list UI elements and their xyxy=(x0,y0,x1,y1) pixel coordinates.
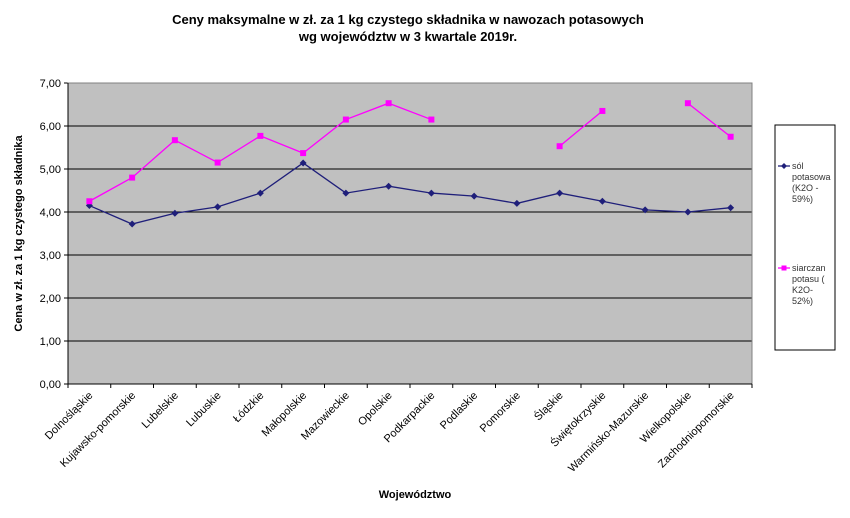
y-tick-label: 5,00 xyxy=(40,164,61,176)
x-tick-label: Łódzkie xyxy=(231,390,266,425)
y-tick-label: 1,00 xyxy=(40,336,61,348)
data-point xyxy=(427,189,435,197)
data-point xyxy=(256,189,264,197)
series-line xyxy=(89,162,731,225)
data-point xyxy=(556,189,564,197)
data-point xyxy=(727,133,734,140)
x-tick-label: Kujawsko-pomorskie xyxy=(58,390,138,470)
legend-label-line: K2O- xyxy=(792,285,813,295)
data-point xyxy=(129,174,136,181)
legend-box xyxy=(774,124,836,351)
legend-label-line: potasu ( xyxy=(792,274,825,284)
data-point xyxy=(299,159,307,167)
legend-label-line: potasowa xyxy=(792,172,831,182)
data-point xyxy=(470,192,478,200)
chart-title: Ceny maksymalne w zł. za 1 kg czystego s… xyxy=(172,12,644,44)
data-point xyxy=(214,203,222,211)
legend-label-line: 59%) xyxy=(792,194,813,204)
series xyxy=(85,100,735,228)
series-line xyxy=(559,110,603,147)
data-point xyxy=(342,189,350,197)
data-point xyxy=(598,197,606,205)
data-point xyxy=(641,206,649,214)
series-0 xyxy=(85,159,735,228)
plot-area xyxy=(68,83,752,384)
x-tick-label: Warmińsko-Mazurskie xyxy=(566,390,651,475)
data-point xyxy=(171,209,179,217)
y-tick-label: 4,00 xyxy=(40,207,61,219)
data-point xyxy=(684,100,691,107)
chart-title-line: Ceny maksymalne w zł. za 1 kg czystego s… xyxy=(172,12,644,27)
legend-label-line: 52%) xyxy=(792,296,813,306)
data-point xyxy=(599,107,606,114)
y-tick-labels: 0,00 1,00 2,00 3,00 4,00 5,00 6,00 7,00 xyxy=(40,78,61,391)
y-tick-label: 7,00 xyxy=(40,78,61,90)
data-point xyxy=(684,208,692,216)
legend-label-line: siarczan xyxy=(792,263,826,273)
y-axis-title: Cena w zł. za 1 kg czystego składnika xyxy=(13,134,25,331)
data-point xyxy=(86,198,93,205)
x-tick-label: Zachodniopomorskie xyxy=(656,390,737,471)
legend-marker xyxy=(781,163,787,169)
x-axis-title: Województwo xyxy=(379,489,452,501)
legend-label-line: sól xyxy=(792,161,804,171)
y-tick-label: 6,00 xyxy=(40,121,61,133)
legend-label-line: (K2O - xyxy=(792,183,819,193)
x-tick-label: Śląskie xyxy=(531,389,565,423)
data-point xyxy=(214,159,221,166)
data-point xyxy=(300,150,307,157)
x-tick-label: Podlaskie xyxy=(438,390,480,432)
series-line xyxy=(687,102,732,138)
x-tick-label: Lubelskie xyxy=(140,390,181,431)
data-point xyxy=(513,199,521,207)
data-point xyxy=(385,182,393,190)
data-point xyxy=(257,132,264,139)
x-tick-label: Pomorskie xyxy=(478,390,523,435)
data-point xyxy=(727,204,735,212)
x-tick-label: Opolskie xyxy=(356,390,395,429)
data-point xyxy=(342,116,349,123)
axes xyxy=(67,82,753,388)
y-tick-label: 3,00 xyxy=(40,250,61,262)
data-point xyxy=(128,220,136,228)
chart-title-line: wg województw w 3 kwartale 2019r. xyxy=(298,29,517,44)
data-point xyxy=(171,137,178,144)
series-1 xyxy=(86,100,734,205)
data-point xyxy=(556,143,563,150)
legend-marker xyxy=(781,265,787,271)
data-point xyxy=(428,116,435,123)
data-point xyxy=(385,100,392,107)
y-tick-label: 0,00 xyxy=(40,379,61,391)
x-tick-label: Lubuskie xyxy=(184,390,224,430)
y-tick-label: 2,00 xyxy=(40,293,61,305)
